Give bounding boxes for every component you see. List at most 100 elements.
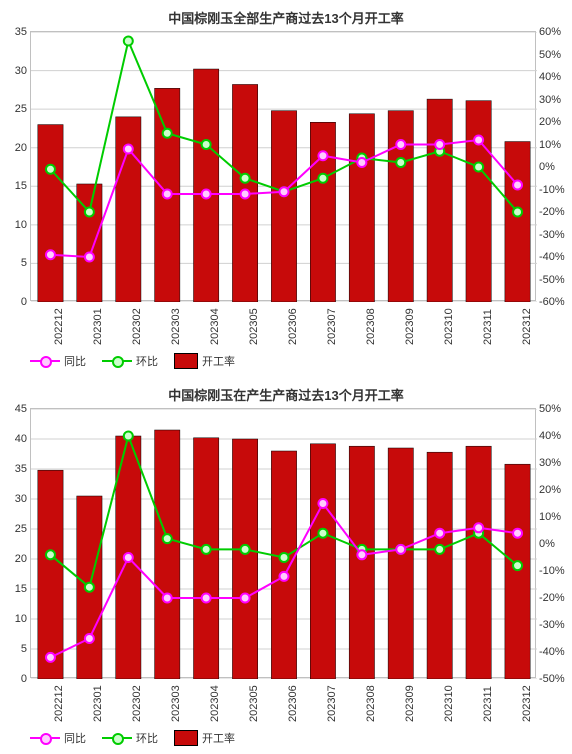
bar [505, 464, 530, 679]
y-right-tick: -50% [535, 673, 565, 685]
data-marker [318, 499, 327, 508]
y-right-tick: 40% [535, 430, 561, 442]
bar [349, 446, 374, 679]
legend-marker-bar [174, 730, 198, 746]
legend-item-bar: 开工率 [174, 730, 235, 746]
data-marker [280, 572, 289, 581]
y-right-tick: 30% [535, 457, 561, 469]
bar [271, 451, 296, 679]
data-marker [163, 190, 172, 199]
data-marker [241, 594, 250, 603]
legend-marker-magenta [30, 355, 60, 367]
y-right-tick: -30% [535, 619, 565, 631]
plot-area: 05101520253035-60%-50%-40%-30%-20%-10%0%… [30, 31, 536, 301]
bar [271, 111, 296, 302]
x-tick-label: 202307 [326, 685, 338, 722]
legend-label: 环比 [136, 730, 158, 746]
x-tick-label: 202212 [53, 308, 65, 345]
data-marker [357, 550, 366, 559]
data-marker [318, 151, 327, 160]
y-left-tick: 15 [15, 180, 31, 192]
x-tick-label: 202306 [287, 685, 299, 722]
y-left-tick: 35 [15, 463, 31, 475]
data-marker [435, 529, 444, 538]
bar [427, 452, 452, 679]
bar [388, 448, 413, 679]
data-marker [396, 158, 405, 167]
x-tick-label: 202301 [92, 308, 104, 345]
bar [194, 438, 219, 679]
y-right-tick: -40% [535, 251, 565, 263]
y-right-tick: -10% [535, 565, 565, 577]
data-marker [474, 523, 483, 532]
x-tick-label: 202302 [131, 308, 143, 345]
bar [232, 439, 257, 679]
data-marker [435, 545, 444, 554]
y-right-tick: -20% [535, 592, 565, 604]
data-marker [241, 174, 250, 183]
bar [310, 122, 335, 302]
data-marker [163, 594, 172, 603]
chart-title: 中国棕刚玉在产生产商过去13个月开工率 [0, 377, 572, 408]
bar [38, 470, 63, 679]
y-right-tick: -40% [535, 646, 565, 658]
x-tick-label: 202309 [404, 308, 416, 345]
y-left-tick: 25 [15, 103, 31, 115]
legend-marker-green [102, 355, 132, 367]
y-right-tick: 10% [535, 511, 561, 523]
y-right-tick: 0% [535, 538, 555, 550]
data-marker [513, 208, 522, 217]
legend-label: 同比 [64, 730, 86, 746]
data-marker [124, 553, 133, 562]
bar [38, 125, 63, 302]
legend-marker-magenta [30, 732, 60, 744]
data-marker [513, 529, 522, 538]
data-marker [202, 140, 211, 149]
legend-item-bar: 开工率 [174, 353, 235, 369]
x-tick-label: 202305 [248, 685, 260, 722]
bar [427, 99, 452, 302]
legend-marker-green [102, 732, 132, 744]
data-marker [435, 140, 444, 149]
bar [466, 101, 491, 302]
data-marker [163, 129, 172, 138]
chart: 中国棕刚玉在产生产商过去13个月开工率 051015202530354045-5… [0, 377, 572, 746]
data-marker [241, 545, 250, 554]
x-tick-label: 202310 [443, 685, 455, 722]
y-left-tick: 35 [15, 26, 31, 38]
data-marker [357, 158, 366, 167]
data-marker [474, 136, 483, 145]
legend: 同比 环比 开工率 [30, 728, 536, 746]
y-left-tick: 25 [15, 523, 31, 535]
x-tick-label: 202311 [482, 686, 494, 722]
x-tick-label: 202307 [326, 308, 338, 345]
bar [466, 446, 491, 679]
data-marker [46, 550, 55, 559]
legend-item-tongbi: 同比 [30, 730, 86, 746]
data-marker [124, 37, 133, 46]
y-left-tick: 45 [15, 403, 31, 415]
data-marker [513, 561, 522, 570]
x-tick-label: 202304 [209, 685, 221, 722]
data-marker [318, 529, 327, 538]
data-marker [124, 432, 133, 441]
legend-label: 开工率 [202, 353, 235, 369]
data-marker [280, 553, 289, 562]
plot-area: 051015202530354045-50%-40%-30%-20%-10%0%… [30, 408, 536, 678]
bar [349, 114, 374, 302]
x-tick-label: 202304 [209, 308, 221, 345]
bar [155, 430, 180, 679]
y-right-tick: 0% [535, 161, 555, 173]
x-tick-label: 202308 [365, 685, 377, 722]
x-tick-label: 202312 [521, 308, 533, 345]
y-left-tick: 5 [21, 643, 31, 655]
x-tick-label: 202309 [404, 685, 416, 722]
data-marker [202, 594, 211, 603]
y-right-tick: 20% [535, 116, 561, 128]
y-right-tick: -60% [535, 296, 565, 308]
data-marker [396, 140, 405, 149]
x-tick-label: 202305 [248, 308, 260, 345]
bar [310, 444, 335, 679]
data-marker [85, 634, 94, 643]
data-marker [474, 163, 483, 172]
